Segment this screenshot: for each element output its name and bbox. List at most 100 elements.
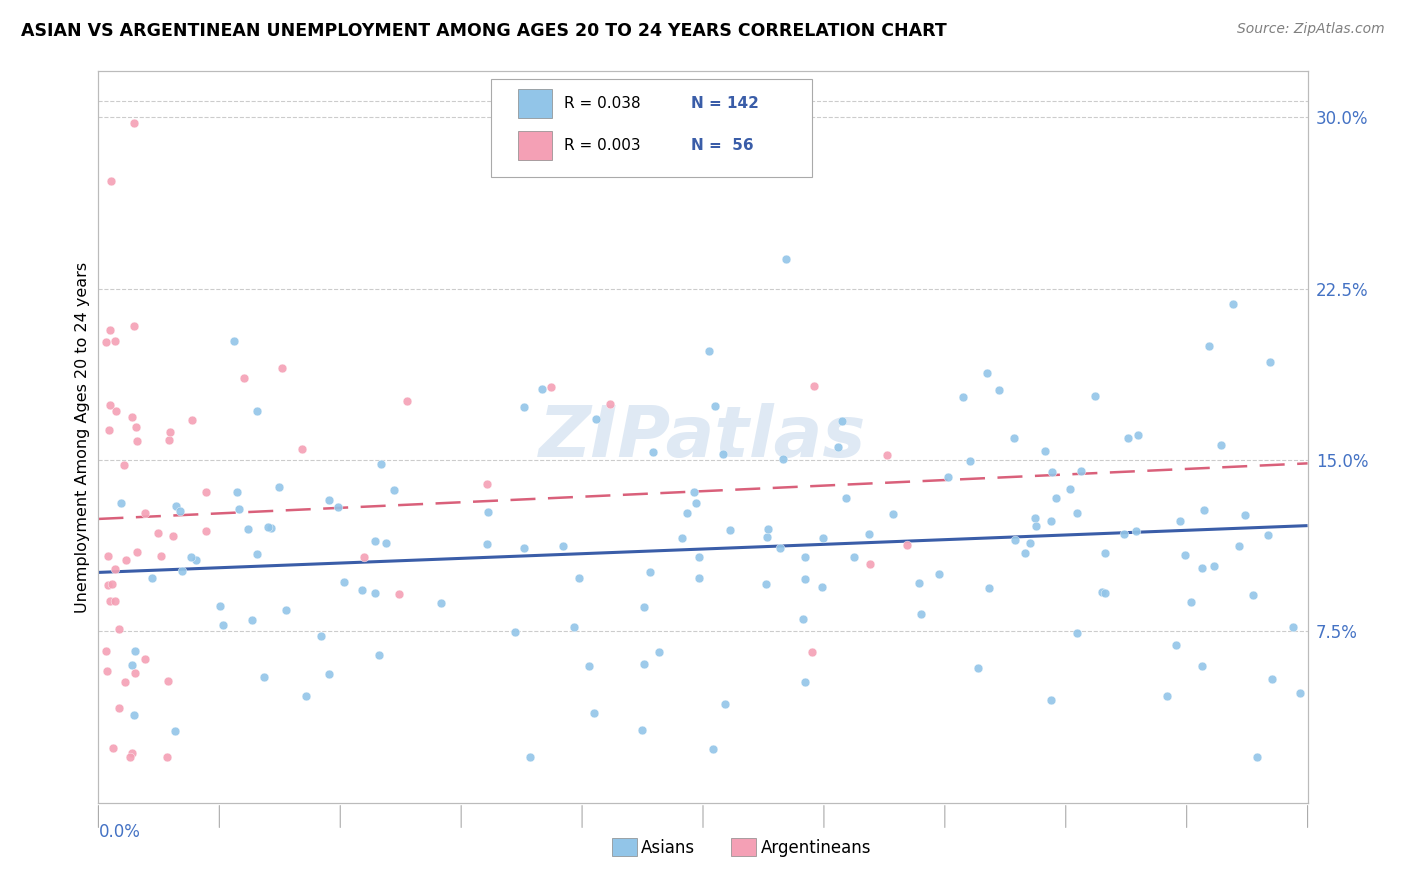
Point bbox=[582, 706, 605, 721]
Point bbox=[267, 480, 290, 494]
Point bbox=[530, 382, 553, 396]
Point bbox=[169, 504, 191, 518]
Point bbox=[568, 571, 591, 585]
FancyBboxPatch shape bbox=[492, 78, 811, 178]
Point bbox=[1066, 626, 1088, 640]
Point bbox=[633, 657, 655, 671]
Point bbox=[704, 399, 727, 413]
Point bbox=[141, 571, 163, 585]
Point bbox=[363, 534, 385, 549]
Point bbox=[121, 409, 143, 424]
Point bbox=[242, 613, 264, 627]
Point bbox=[96, 644, 118, 658]
Point bbox=[1289, 686, 1312, 700]
Point bbox=[801, 644, 824, 658]
Point bbox=[1116, 432, 1139, 446]
Point bbox=[699, 343, 721, 358]
Point bbox=[114, 674, 136, 689]
Point bbox=[1125, 524, 1147, 538]
Point bbox=[101, 740, 124, 755]
Point bbox=[713, 697, 735, 711]
FancyBboxPatch shape bbox=[517, 89, 553, 119]
Point bbox=[186, 553, 208, 567]
Point bbox=[112, 458, 135, 473]
Point bbox=[1014, 545, 1036, 559]
Point bbox=[685, 496, 707, 510]
Point bbox=[260, 521, 283, 535]
Point bbox=[194, 524, 217, 538]
Point bbox=[1070, 464, 1092, 478]
Point bbox=[1209, 438, 1232, 452]
Point bbox=[758, 522, 780, 536]
Point bbox=[1025, 519, 1047, 533]
Point bbox=[792, 612, 814, 626]
Point bbox=[105, 404, 128, 418]
Point bbox=[163, 724, 186, 739]
Point bbox=[98, 323, 121, 337]
Point bbox=[367, 648, 389, 663]
Point bbox=[1094, 546, 1116, 560]
Point bbox=[96, 334, 118, 349]
Point bbox=[688, 550, 710, 565]
Point bbox=[134, 506, 156, 520]
Point bbox=[1191, 561, 1213, 575]
Point bbox=[159, 425, 181, 440]
Point bbox=[772, 451, 794, 466]
Point bbox=[803, 379, 825, 393]
Point bbox=[1222, 297, 1244, 311]
Text: R = 0.038: R = 0.038 bbox=[564, 96, 641, 112]
Point bbox=[125, 420, 148, 434]
Point bbox=[640, 566, 662, 580]
Point bbox=[1045, 491, 1067, 506]
Point bbox=[513, 400, 536, 414]
Point bbox=[122, 318, 145, 333]
Point bbox=[122, 116, 145, 130]
Point bbox=[257, 519, 280, 533]
Point bbox=[1180, 595, 1202, 609]
Point bbox=[976, 366, 998, 380]
Point bbox=[513, 541, 536, 556]
Point bbox=[1024, 511, 1046, 525]
Point bbox=[1126, 427, 1149, 442]
Point bbox=[228, 502, 250, 516]
Point bbox=[1257, 528, 1279, 542]
FancyBboxPatch shape bbox=[517, 131, 553, 161]
Point bbox=[1002, 430, 1025, 444]
Point bbox=[1039, 693, 1062, 707]
Point bbox=[291, 442, 314, 456]
Text: Argentineans: Argentineans bbox=[761, 839, 872, 857]
Point bbox=[1019, 536, 1042, 550]
Point bbox=[333, 574, 356, 589]
Point bbox=[318, 493, 340, 508]
Point bbox=[98, 423, 121, 437]
Point bbox=[1234, 508, 1257, 522]
Point bbox=[979, 581, 1001, 595]
Point bbox=[755, 530, 778, 544]
Point bbox=[794, 572, 817, 586]
Point bbox=[134, 652, 156, 666]
Point bbox=[157, 673, 180, 688]
Point bbox=[429, 596, 451, 610]
Y-axis label: Unemployment Among Ages 20 to 24 years: Unemployment Among Ages 20 to 24 years bbox=[75, 261, 90, 613]
Point bbox=[553, 539, 575, 553]
Point bbox=[150, 549, 173, 563]
Point bbox=[671, 531, 693, 545]
Point bbox=[775, 252, 797, 266]
Point bbox=[101, 576, 124, 591]
Point bbox=[1191, 658, 1213, 673]
Point bbox=[711, 447, 734, 461]
Point bbox=[124, 644, 146, 658]
Point bbox=[648, 645, 671, 659]
Point bbox=[1202, 559, 1225, 574]
Point bbox=[1059, 482, 1081, 496]
Point bbox=[124, 665, 146, 680]
Point bbox=[882, 508, 904, 522]
Point bbox=[127, 434, 149, 449]
Point bbox=[835, 491, 858, 505]
Point bbox=[375, 535, 398, 549]
Point bbox=[1261, 673, 1284, 687]
Point bbox=[1112, 527, 1135, 541]
Point bbox=[641, 444, 664, 458]
Point bbox=[1066, 507, 1088, 521]
Point bbox=[858, 527, 880, 541]
